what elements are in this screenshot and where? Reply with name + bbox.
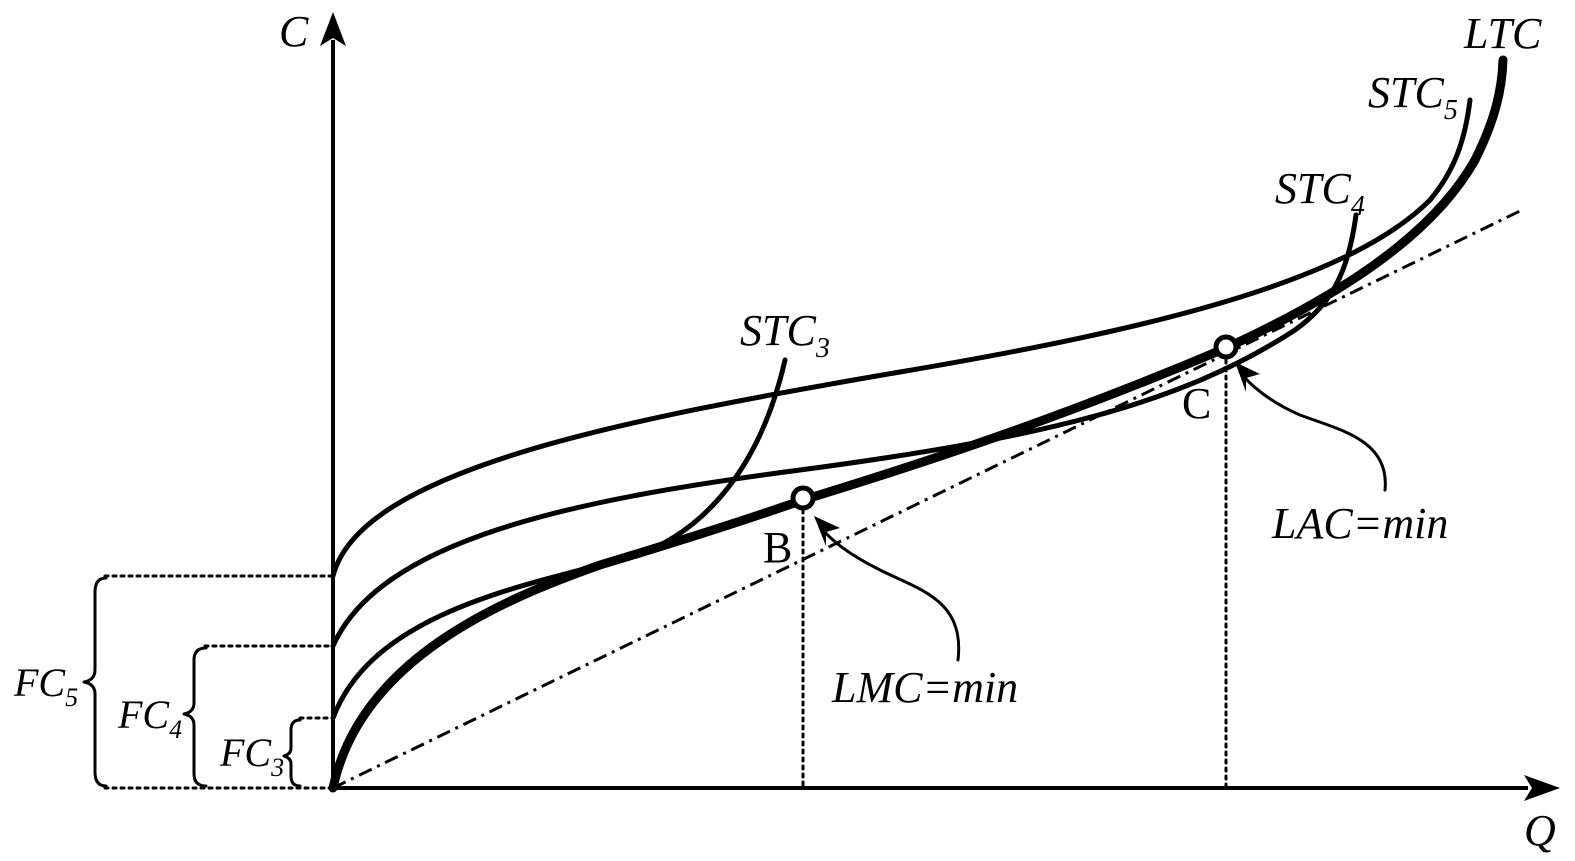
- stc3-curve: [330, 357, 788, 721]
- stc4-curve: [330, 212, 1359, 649]
- lmc-min-label: LMC=min: [831, 663, 1018, 712]
- fc4-label-sub: 4: [169, 715, 182, 744]
- fc3-label-base: FC: [219, 730, 272, 775]
- y-axis-label: C: [279, 7, 309, 56]
- stc3-label-sub: 3: [815, 333, 830, 364]
- x-axis-arrow-icon: [1524, 775, 1560, 801]
- ltc-curve: [328, 55, 1508, 793]
- fc5-brace: [82, 576, 108, 788]
- lac-pointer-arrow-icon: [1235, 362, 1260, 392]
- stc3-label-base: STC: [740, 306, 816, 355]
- fc5-label: FC5: [13, 660, 78, 712]
- stc3-label: STC3: [740, 306, 830, 364]
- stc4-label-sub: 4: [1351, 191, 1365, 222]
- fc5-label-base: FC: [13, 660, 66, 705]
- y-axis-arrow-icon: [320, 12, 346, 46]
- fc4-brace: [182, 646, 208, 788]
- x-axis-label: Q: [1524, 806, 1556, 855]
- fc3-label-sub: 3: [270, 753, 284, 782]
- stc5-label: STC5: [1368, 68, 1458, 126]
- fc3-brace: [282, 718, 302, 788]
- stc5-label-sub: 5: [1444, 95, 1458, 126]
- stc4-label: STC4: [1275, 164, 1365, 222]
- fc3-label: FC3: [219, 730, 284, 782]
- ltc-label: LTC: [1463, 9, 1542, 58]
- point-b-label: B: [763, 523, 792, 572]
- fc5-label-sub: 5: [65, 683, 78, 712]
- lmc-pointer-line: [818, 524, 961, 662]
- fc4-label-base: FC: [117, 692, 170, 737]
- point-c: [1213, 334, 1239, 360]
- point-c-label: C: [1182, 379, 1211, 428]
- stc5-curve: [330, 97, 1473, 579]
- lmc-pointer-arrow-icon: [814, 516, 840, 546]
- stc5-label-base: STC: [1368, 68, 1444, 117]
- fc4-label: FC4: [117, 692, 182, 744]
- lac-min-label: LAC=min: [1271, 499, 1448, 548]
- lac-pointer-line: [1238, 370, 1387, 492]
- stc4-label-base: STC: [1275, 164, 1351, 213]
- point-b: [790, 485, 816, 511]
